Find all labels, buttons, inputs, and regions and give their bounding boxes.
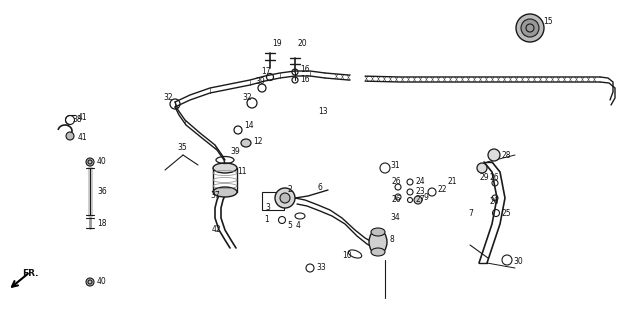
Text: 19: 19: [272, 39, 281, 49]
Text: 26: 26: [392, 178, 402, 187]
Text: 18: 18: [97, 219, 107, 228]
Text: 39: 39: [255, 76, 265, 85]
Text: 5: 5: [287, 220, 292, 229]
Text: 33: 33: [316, 263, 326, 273]
Text: 41: 41: [78, 132, 88, 141]
Ellipse shape: [371, 248, 385, 256]
Circle shape: [86, 158, 94, 166]
Circle shape: [275, 188, 295, 208]
Text: 24: 24: [416, 178, 426, 187]
Circle shape: [414, 196, 422, 204]
Circle shape: [488, 149, 500, 161]
Circle shape: [516, 14, 544, 42]
Text: 39: 39: [230, 148, 240, 156]
Circle shape: [86, 278, 94, 286]
Text: FR.: FR.: [22, 269, 38, 278]
Text: 28: 28: [502, 150, 511, 159]
Text: 7: 7: [468, 209, 473, 218]
Text: 42: 42: [212, 226, 222, 235]
Text: 26: 26: [490, 173, 500, 182]
Text: 13: 13: [318, 108, 328, 116]
Text: 40: 40: [97, 157, 107, 166]
Text: 16: 16: [300, 66, 310, 75]
Text: 26: 26: [392, 196, 402, 204]
Text: 25: 25: [502, 209, 511, 218]
Text: 26: 26: [490, 197, 500, 206]
Ellipse shape: [213, 187, 237, 197]
Text: 35: 35: [177, 143, 187, 153]
Text: 12: 12: [253, 137, 262, 146]
Text: 29: 29: [480, 173, 490, 182]
Circle shape: [477, 163, 487, 173]
Text: 21: 21: [448, 178, 457, 187]
Text: 27: 27: [416, 196, 426, 204]
Circle shape: [521, 19, 539, 37]
Text: 41: 41: [78, 114, 88, 123]
Text: 36: 36: [97, 188, 107, 196]
Text: 2: 2: [288, 186, 292, 195]
Ellipse shape: [241, 139, 251, 147]
Text: 15: 15: [543, 18, 553, 27]
Text: 3: 3: [265, 203, 270, 212]
Text: 40: 40: [97, 277, 107, 286]
Text: 22: 22: [438, 186, 447, 195]
Circle shape: [280, 193, 290, 203]
Ellipse shape: [369, 229, 387, 254]
Text: 1: 1: [264, 215, 269, 225]
Text: 14: 14: [244, 121, 254, 130]
Text: 30: 30: [513, 258, 523, 267]
Text: 37: 37: [210, 191, 220, 201]
Text: 11: 11: [237, 167, 247, 177]
Text: 16: 16: [300, 76, 310, 84]
Text: 23: 23: [416, 188, 426, 196]
Text: 17: 17: [261, 67, 271, 76]
Text: 9: 9: [424, 194, 429, 203]
Text: 20: 20: [297, 39, 307, 49]
Text: 32: 32: [242, 92, 252, 101]
Ellipse shape: [371, 228, 385, 236]
Ellipse shape: [213, 163, 237, 173]
Text: 31: 31: [390, 161, 400, 170]
Text: 4: 4: [296, 220, 301, 229]
Text: 38: 38: [72, 116, 81, 124]
Text: 6: 6: [318, 182, 323, 191]
Text: 8: 8: [390, 236, 395, 244]
Text: 34: 34: [390, 213, 400, 222]
Text: 10: 10: [342, 251, 352, 260]
Text: 32: 32: [163, 93, 173, 102]
Circle shape: [66, 132, 74, 140]
